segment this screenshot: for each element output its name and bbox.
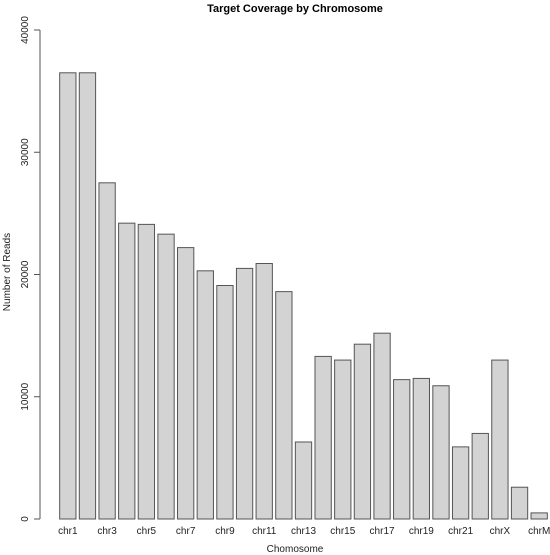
bars-group <box>59 72 548 520</box>
y-axis-ticks: 0 10000 20000 30000 40000 <box>20 16 40 522</box>
x-tick-label: chr11 <box>252 526 277 537</box>
x-tick-label: chr5 <box>137 526 157 537</box>
x-tick-label: chr19 <box>409 526 434 537</box>
y-tick-label: 30000 <box>20 138 31 166</box>
bar-chr16 <box>353 343 372 520</box>
bar-chr22 <box>471 432 489 520</box>
x-axis-label: Chomosome <box>267 544 324 555</box>
y-tick-label: 10000 <box>20 382 31 410</box>
bar-chr13 <box>294 441 313 520</box>
bar-chr21 <box>451 446 470 520</box>
x-axis-tick-labels: chr1 chr3 chr5 chr7 chr9 chr11 chr13 chr15 chr17… <box>58 526 550 537</box>
x-tick-label: chrM <box>528 526 550 537</box>
bar-chr12 <box>275 291 293 520</box>
bar-chr11 <box>255 263 273 520</box>
bar-chrY <box>510 486 529 520</box>
bar-chr15 <box>334 359 352 520</box>
bar-chr8 <box>196 270 214 520</box>
x-tick-label: chr15 <box>330 526 355 537</box>
x-tick-label: chr3 <box>97 526 117 537</box>
y-tick-label: 40000 <box>20 16 31 44</box>
bar-chr9 <box>216 285 234 520</box>
bar-chr20 <box>432 385 450 520</box>
x-tick-label: chr1 <box>58 526 78 537</box>
bar-chr5 <box>137 223 156 520</box>
bar-chr1 <box>59 72 77 520</box>
chart-title: Target Coverage by Chromosome <box>207 3 383 15</box>
x-tick-label: chr7 <box>176 526 196 537</box>
y-tick-label: 0 <box>20 516 31 522</box>
bar-chr4 <box>118 222 136 520</box>
bar-chr14 <box>314 355 332 520</box>
bar-chr18 <box>393 379 411 520</box>
y-tick-label: 20000 <box>20 260 31 288</box>
bar-chr3 <box>98 182 116 520</box>
bar-chr6 <box>157 233 175 520</box>
x-tick-label: chr21 <box>448 526 473 537</box>
bar-chr19 <box>412 377 430 520</box>
x-tick-label: chr9 <box>215 526 235 537</box>
x-tick-label: chr17 <box>370 526 395 537</box>
x-tick-label: chrX <box>490 526 511 537</box>
x-tick-label: chr13 <box>291 526 316 537</box>
y-axis-label: Number of Reads <box>2 233 13 311</box>
bar-chr17 <box>373 332 391 520</box>
bar-chr10 <box>235 267 254 520</box>
bar-chrM <box>530 512 548 520</box>
bar-chrX <box>491 359 509 520</box>
bar-chr7 <box>177 247 195 520</box>
bar-chr2 <box>78 72 97 520</box>
